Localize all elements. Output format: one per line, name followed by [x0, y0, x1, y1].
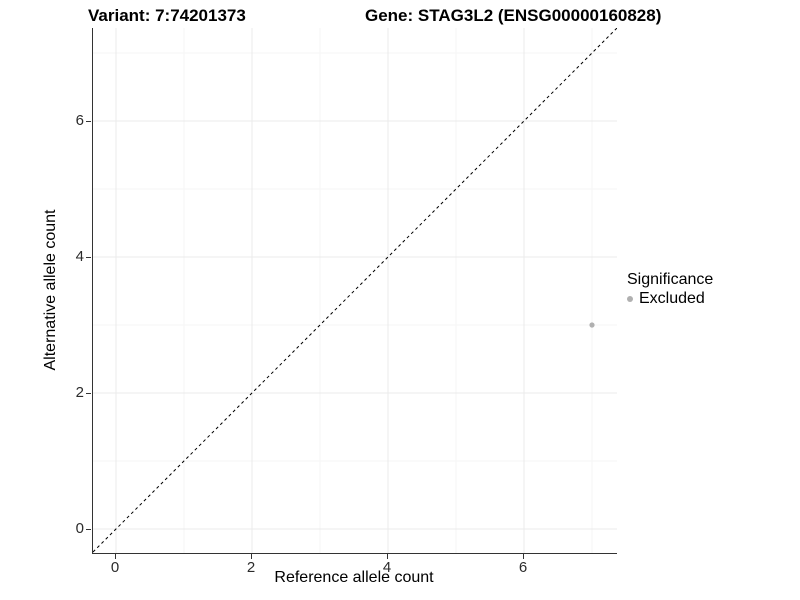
- legend-item-excluded: Excluded: [627, 289, 713, 308]
- x-tick-mark: [115, 554, 116, 559]
- x-tick-mark: [523, 554, 524, 559]
- gene-title: Gene: STAG3L2 (ENSG00000160828): [365, 6, 662, 25]
- data-point: [589, 322, 595, 328]
- excluded-point-swatch-icon: [627, 295, 633, 302]
- y-axis-title: Alternative allele count: [42, 209, 59, 371]
- y-tick-mark: [86, 257, 91, 258]
- y-tick-mark: [86, 121, 91, 122]
- y-tick-mark: [86, 529, 91, 530]
- x-tick-mark: [387, 554, 388, 559]
- x-tick-label: 4: [382, 559, 392, 576]
- y-tick-label: 2: [75, 384, 84, 401]
- y-tick-label: 4: [75, 248, 84, 265]
- y-tick-mark: [86, 393, 91, 394]
- legend-title: Significance: [627, 271, 714, 288]
- plot-area-svg: [93, 28, 617, 553]
- identity-reference-line: [93, 28, 617, 553]
- plot-panel: [92, 28, 617, 554]
- legend: Significance Excluded: [627, 270, 713, 308]
- x-tick-mark: [251, 554, 252, 559]
- x-axis-title: Reference allele count: [274, 569, 434, 586]
- y-tick-label: 0: [75, 520, 84, 537]
- x-tick-label: 6: [518, 559, 528, 576]
- y-tick-label: 6: [75, 112, 84, 129]
- variant-title: Variant: 7:74201373: [88, 6, 246, 25]
- x-tick-label: 0: [110, 559, 120, 576]
- x-tick-label: 2: [246, 559, 256, 576]
- legend-item-label: Excluded: [639, 290, 705, 307]
